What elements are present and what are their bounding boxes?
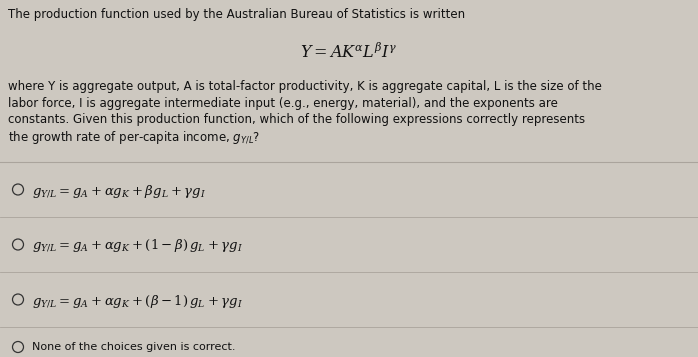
Text: the growth rate of per-capita income, $g_{Y/L}$?: the growth rate of per-capita income, $g… — [8, 130, 260, 146]
Text: where Y is aggregate output, A is total-factor productivity, K is aggregate capi: where Y is aggregate output, A is total-… — [8, 80, 602, 93]
Text: $Y = AK^{\alpha}L^{\beta}I^{\gamma}$: $Y = AK^{\alpha}L^{\beta}I^{\gamma}$ — [300, 42, 398, 61]
Text: $g_{Y/L} = g_A + \alpha g_K + (\beta - 1)\, g_L + \gamma g_I$: $g_{Y/L} = g_A + \alpha g_K + (\beta - 1… — [31, 292, 242, 310]
Text: constants. Given this production function, which of the following expressions co: constants. Given this production functio… — [8, 113, 585, 126]
Text: None of the choices given is correct.: None of the choices given is correct. — [31, 342, 235, 352]
Text: $g_{Y/L} = g_A + \alpha g_K + (1 - \beta)\, g_L + \gamma g_I$: $g_{Y/L} = g_A + \alpha g_K + (1 - \beta… — [31, 237, 242, 255]
Text: labor force, I is aggregate intermediate input (e.g., energy, material), and the: labor force, I is aggregate intermediate… — [8, 96, 558, 110]
Text: The production function used by the Australian Bureau of Statistics is written: The production function used by the Aust… — [8, 8, 465, 21]
Text: $g_{Y/L} = g_A + \alpha g_K + \beta g_L + \gamma g_I$: $g_{Y/L} = g_A + \alpha g_K + \beta g_L … — [31, 182, 205, 200]
